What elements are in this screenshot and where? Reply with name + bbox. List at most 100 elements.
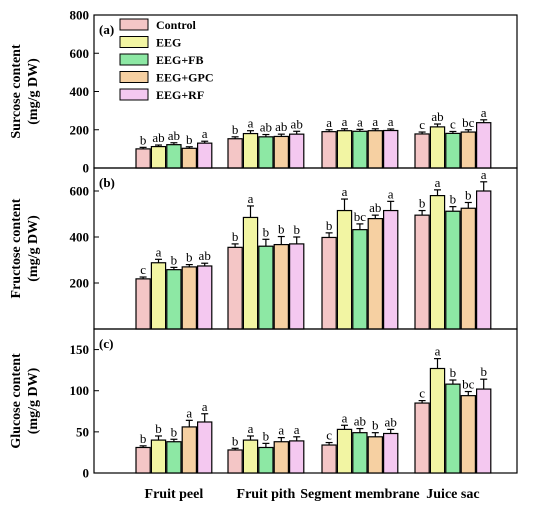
significance-letter: ab [168,128,180,143]
panel-label: (b) [99,175,115,190]
significance-letter: b [232,433,239,448]
bar-eeg [150,262,167,330]
y-tick-label: 150 [70,342,90,357]
y-axis-label-line2: (mg/g DW) [26,367,41,434]
bar-eeg-fb [445,383,461,474]
y-axis-label-line2: (mg/g DW) [26,215,41,282]
significance-letter: b [450,192,457,207]
significance-letter: ab [291,116,303,131]
significance-letter: a [481,167,487,182]
significance-letter: a [248,191,254,206]
bar-eeg-gpc [460,131,477,169]
significance-letter: a [357,114,363,129]
bar-eeg [429,195,446,330]
bar-eeg [429,126,446,169]
significance-letter: a [156,244,162,259]
x-category-label: Fruit peel [145,487,204,502]
legend-label: EEG+RF [156,88,204,102]
y-tick-label: 0 [83,161,90,176]
y-axis-label-line1: Surcose content [9,44,24,139]
bar-eeg-fb [352,229,368,330]
significance-letter: bc [354,209,367,224]
significance-letter: b [171,424,178,439]
bar-control [414,133,430,169]
bar-eeg-fb [166,441,182,474]
significance-letter: b [263,224,270,239]
significance-letter: b [232,122,239,137]
significance-letter: ab [385,414,397,429]
bar-eeg-gpc [181,426,197,474]
significance-letter: b [465,188,472,203]
bar-eeg-fb [352,130,368,169]
significance-letter: a [202,126,208,141]
bar-eeg [336,428,353,474]
legend-swatch [119,88,149,101]
bar-eeg-fb [166,144,182,169]
significance-letter: b [140,431,147,446]
significance-letter: a [481,105,487,120]
bar-eeg [242,439,259,474]
x-category-label: Juice sac [426,487,479,502]
bar-eeg-gpc [181,147,197,169]
significance-letter: b [293,222,300,237]
bar-control [135,446,151,474]
significance-letter: a [186,405,192,420]
bar-eeg-gpc [367,130,384,169]
bar-eeg-gpc [273,243,290,330]
significance-letter: b [140,132,147,147]
y-tick-label: 400 [70,84,90,99]
significance-letter: a [248,116,254,131]
bar-eeg-fb [166,269,182,330]
legend-swatch [119,53,149,66]
bar-eeg-gpc [367,436,384,474]
y-tick-label: 200 [70,122,90,137]
y-axis-label-line1: Glucose content [9,353,24,449]
legend-swatch [119,36,149,48]
bar-control [414,402,430,474]
bar-eeg-rf [197,265,213,330]
significance-letter: ab [260,120,272,135]
bar-eeg-gpc [460,207,477,330]
significance-letter: a [202,399,208,414]
x-category-label: Fruit pith [237,487,296,502]
significance-letter: a [342,184,348,199]
legend-label: EEG+FB [156,53,204,67]
bar-eeg [429,367,446,474]
significance-letter: b [450,365,457,380]
significance-letter: a [326,115,332,130]
bar-eeg-gpc [367,218,384,330]
legend-label: EEG [156,36,181,50]
significance-letter: a [342,410,348,425]
plot-frame-3 [93,328,518,474]
y-tick-label: 200 [70,276,90,291]
bar-eeg [336,130,353,169]
significance-letter: b [232,229,239,244]
bar-control [135,278,151,330]
bar-eeg-rf [383,209,399,330]
significance-letter: ab [369,200,381,215]
bar-eeg-rf [476,388,492,474]
legend-swatch [119,18,149,31]
significance-letter: a [294,422,300,437]
significance-letter: b [372,418,379,433]
bar-control [227,138,243,169]
significance-letter: b [186,132,193,147]
significance-letter: b [326,218,333,233]
significance-letter: c [419,117,425,132]
bar-eeg-rf [476,190,492,330]
bar-eeg [150,145,167,169]
panel-label: (a) [99,22,114,37]
significance-letter: a [435,344,441,359]
bar-control [321,131,337,169]
significance-letter: b [263,428,270,443]
bar-control [227,449,243,474]
significance-letter: c [140,262,146,277]
bar-eeg [150,439,167,474]
bar-eeg-fb [258,136,274,169]
bar-eeg-rf [197,421,213,474]
y-tick-label: 0 [83,466,90,481]
significance-letter: ab [199,248,211,263]
significance-letter: b [186,250,193,265]
y-axis-label-line2: (mg/g DW) [26,58,41,125]
